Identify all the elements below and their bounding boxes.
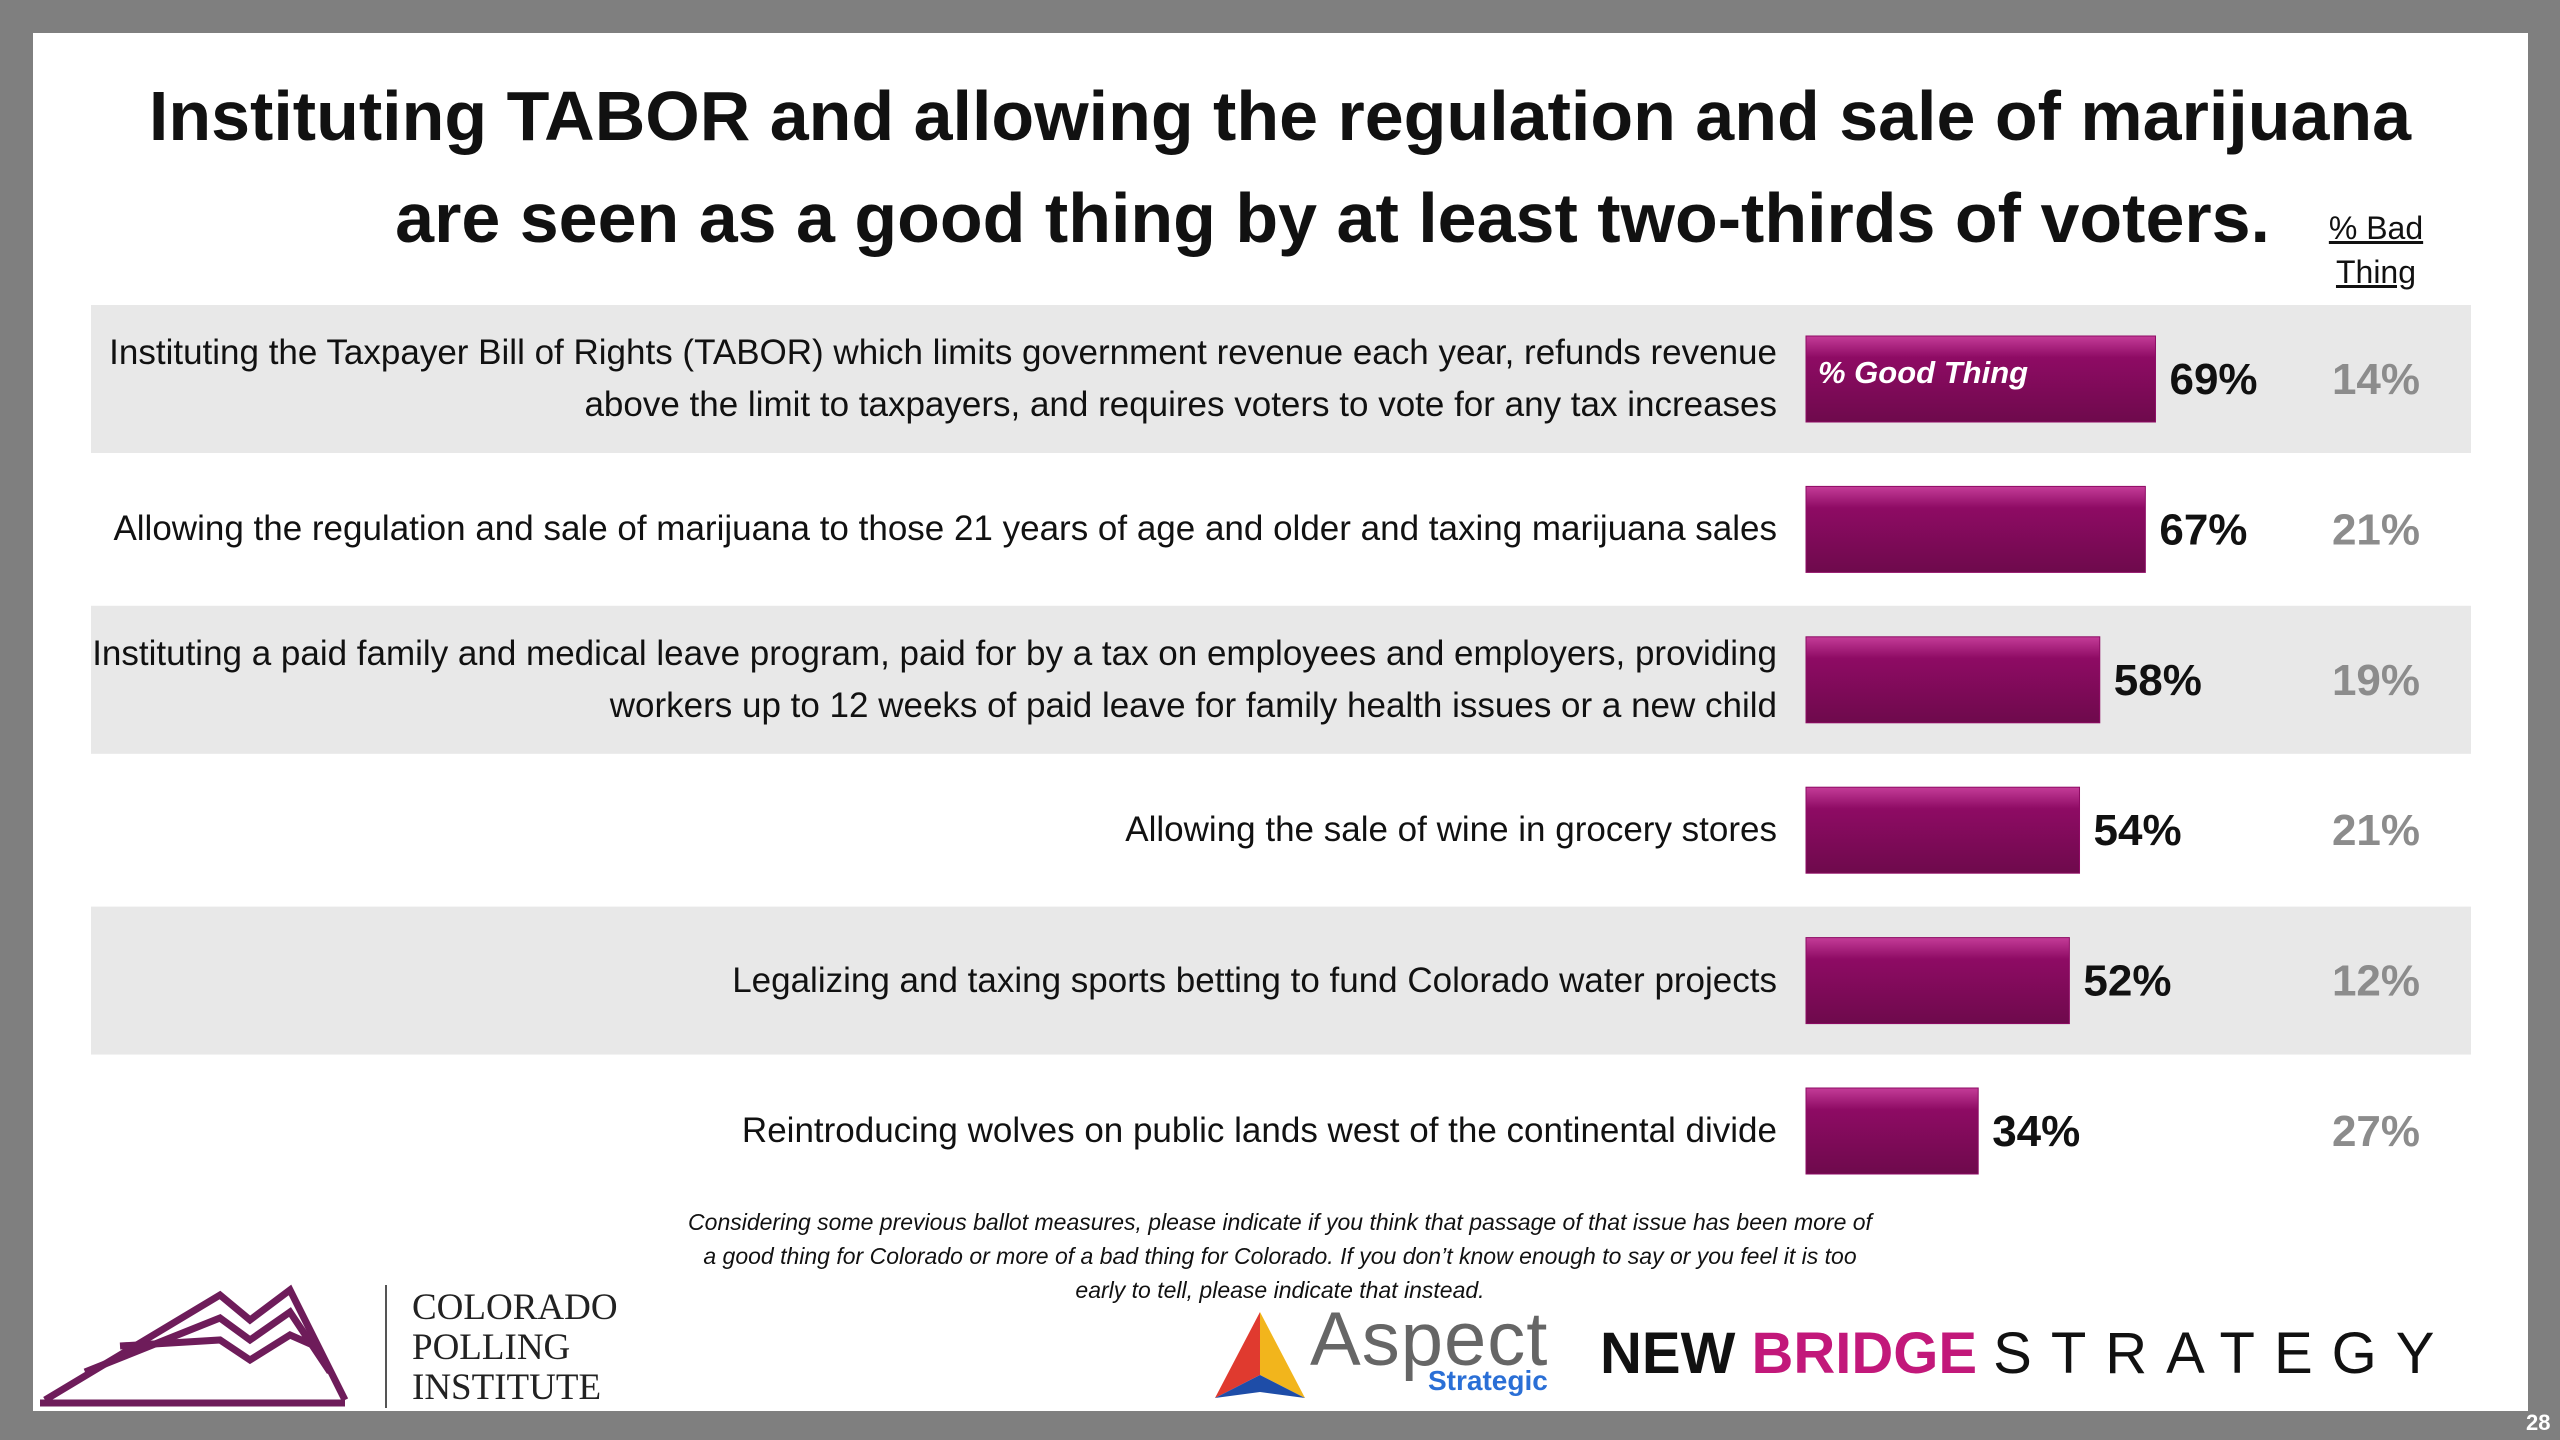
row-label: Legalizing and taxing sports betting to … [732,960,1777,1000]
aspect-text: Aspect [1310,1297,1549,1382]
bad-value: 12% [2332,957,2420,1006]
value-label: 34% [1992,1107,2080,1156]
value-label: 67% [2159,505,2247,554]
title-line: Instituting TABOR and allowing the regul… [148,77,2412,155]
row-label: Reintroducing wolves on public lands wes… [741,1111,1777,1150]
value-label: 54% [2094,806,2182,855]
bad-header: % Bad Thing [2328,210,2424,290]
row-label: Allowing the regulation and sale of mari… [113,509,1777,549]
value-label: 69% [2169,355,2257,404]
bar [1805,1087,1979,1175]
tri [1215,1312,1260,1398]
row-label: Instituting the Taxpayer Bill of Rights … [109,333,1777,424]
cpi-text: COLORADO POLLING INSTITUTE [412,1287,618,1408]
bad-value: 21% [2332,806,2420,855]
bar [1805,786,2081,874]
bad-value: 27% [2332,1107,2420,1156]
tri [1260,1312,1305,1398]
mountain [83,1307,333,1376]
bad-value: 14% [2332,355,2420,404]
row-label: Allowing the sale of wine in grocery sto… [1125,810,1777,850]
nbs-logo: NEW BRIDGE STRATEGY [1600,1320,2453,1387]
title-line: are seen as a good thing by at least two… [395,179,2270,257]
nbs-new: NEW [1600,1321,1736,1386]
row-label: Instituting a paid family and medical le… [92,633,1777,725]
cpi-logo [40,1284,349,1407]
mountain [43,1284,349,1404]
value-label: 52% [2083,957,2171,1006]
nbs-strategy: STRATEGY [1993,1321,2454,1386]
bad-value: 21% [2332,505,2420,554]
aspect-icon [1215,1312,1305,1398]
bar [1805,485,2146,573]
tri [1215,1375,1305,1398]
nbs-bridge: BRIDGE [1751,1321,1978,1386]
bar [1805,335,2156,423]
legend-label: % Good Thing [1818,355,2028,390]
bar [1805,937,2070,1025]
row-band [91,906,2471,1055]
page-number: 28 [2526,1410,2551,1435]
note: Considering some previous ballot measure… [688,1209,1872,1303]
value-label: 58% [2114,656,2202,705]
bar [1805,636,2101,724]
bad-value: 19% [2332,656,2420,705]
mountain [119,1331,317,1365]
aspect-sub: Strategic [1428,1365,1548,1396]
